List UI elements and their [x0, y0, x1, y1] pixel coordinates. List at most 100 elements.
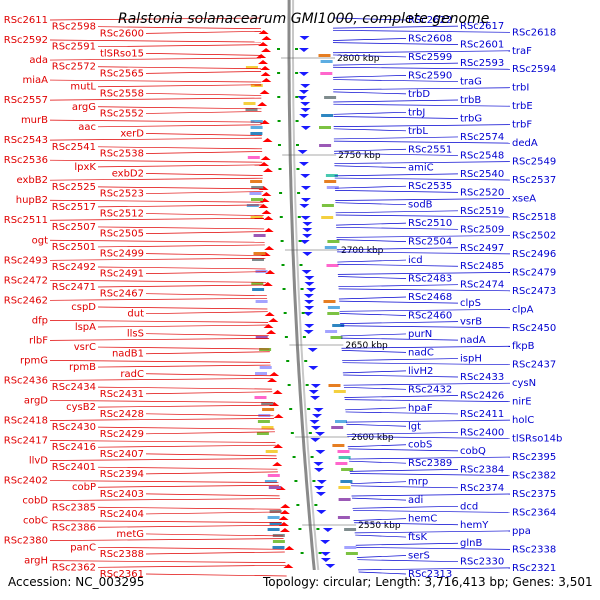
- gene-label-left: RSc2386: [52, 522, 283, 533]
- svg-text:RSc2450: RSc2450: [512, 323, 556, 334]
- right-feature-block: [328, 384, 341, 387]
- svg-text:RSc2473: RSc2473: [512, 286, 556, 297]
- right-feature-block: [327, 306, 340, 309]
- forward-gene-arrow: [263, 228, 274, 232]
- reverse-gene-arrow: [301, 270, 312, 274]
- gene-label-right: RSc2338: [356, 544, 556, 555]
- gene-label-left: lspA: [75, 322, 269, 333]
- leader-line-right: [333, 25, 459, 29]
- leader-line-left: [145, 311, 268, 315]
- right-feature-block: [332, 444, 345, 447]
- reverse-gene-arrow: [320, 552, 331, 556]
- svg-text:ada: ada: [29, 55, 48, 66]
- gene-label-right: nadA: [341, 335, 486, 346]
- leader-line-left: [97, 426, 275, 430]
- leader-line-right: [350, 481, 407, 485]
- left-green-tick: [279, 192, 283, 194]
- leader-line-right: [333, 128, 407, 132]
- svg-text:ispH: ispH: [460, 354, 482, 365]
- reverse-gene-arrow: [297, 150, 308, 154]
- leader-line-left: [145, 431, 275, 435]
- right-feature-block: [332, 324, 345, 327]
- svg-text:argG: argG: [72, 102, 96, 113]
- gene-label-left: RSc2380: [4, 536, 284, 547]
- svg-text:aac: aac: [78, 122, 96, 133]
- svg-text:RSc2611: RSc2611: [4, 15, 48, 26]
- svg-text:RSc2313: RSc2313: [408, 569, 452, 580]
- leader-line-right: [344, 395, 459, 398]
- gene-label-right: RSc2496: [337, 249, 556, 260]
- leader-line-right: [333, 62, 459, 66]
- left-feature-block: [253, 252, 266, 255]
- leader-line-left: [97, 444, 276, 448]
- gene-label-left: hupB2: [16, 195, 264, 206]
- gene-label-left: ada: [29, 55, 262, 66]
- right-green-tick: [300, 288, 304, 290]
- leader-line-left: [49, 320, 269, 323]
- left-feature-block: [268, 486, 281, 489]
- svg-text:RSc2388: RSc2388: [100, 549, 144, 560]
- gene-label-left: RSc2462: [4, 295, 268, 306]
- gene-label-right: RSc2382: [350, 471, 556, 482]
- leader-line-right: [339, 313, 407, 316]
- gene-label-right: icd: [337, 255, 423, 266]
- leader-line-left: [97, 484, 280, 488]
- reverse-gene-arrow: [300, 216, 311, 220]
- reverse-gene-arrow: [312, 414, 323, 418]
- gene-label-right: cysN: [343, 378, 536, 389]
- svg-text:RSc2471: RSc2471: [52, 282, 96, 293]
- leader-line-left: [145, 253, 266, 256]
- gene-label-left: llvD: [29, 456, 277, 467]
- svg-text:RSc2394: RSc2394: [100, 469, 144, 480]
- reverse-gene-arrow: [309, 420, 320, 424]
- gene-label-left: radC: [120, 369, 272, 380]
- leader-line-left: [97, 466, 278, 470]
- right-green-tick: [295, 96, 299, 98]
- leader-line-right: [333, 116, 459, 119]
- right-feature-block: [325, 330, 338, 333]
- left-feature-block: [250, 126, 263, 129]
- leader-line-left: [97, 506, 281, 510]
- leader-line-left: [49, 418, 275, 421]
- gene-label-right: tlSRso14b: [347, 434, 562, 445]
- gene-label-left: cobP: [72, 482, 280, 493]
- leader-line-left: [97, 146, 263, 150]
- gene-label-right: amiC: [334, 163, 434, 174]
- gene-label-left: murB: [21, 115, 262, 126]
- leader-line-right: [341, 350, 407, 353]
- right-green-tick: [296, 168, 300, 170]
- left-green-tick: [290, 432, 294, 434]
- leader-line-right: [340, 325, 511, 329]
- right-feature-block: [325, 174, 338, 177]
- reverse-gene-arrow: [298, 90, 309, 94]
- forward-gene-arrow: [259, 90, 270, 94]
- svg-text:RSc2386: RSc2386: [52, 522, 96, 533]
- svg-text:xerD: xerD: [120, 128, 144, 139]
- reverse-gene-arrow: [308, 390, 319, 394]
- svg-text:trbL: trbL: [408, 126, 428, 137]
- leader-line-left: [49, 199, 264, 203]
- svg-text:RSc2404: RSc2404: [100, 509, 144, 520]
- leader-line-right: [334, 153, 459, 156]
- svg-text:RSc2594: RSc2594: [512, 64, 556, 75]
- forward-gene-arrow: [279, 528, 290, 532]
- reverse-gene-arrow: [306, 288, 317, 292]
- svg-text:tlSRso14b: tlSRso14b: [512, 434, 562, 445]
- forward-gene-arrow: [273, 444, 284, 448]
- gene-label-left: RSc2611: [4, 15, 262, 26]
- forward-gene-arrow: [263, 216, 274, 220]
- right-feature-block: [321, 204, 334, 207]
- leader-line-left: [49, 378, 272, 381]
- leader-line-right: [333, 79, 459, 82]
- gene-label-right: RSc2574: [333, 132, 504, 143]
- svg-text:vsrB: vsrB: [460, 317, 482, 328]
- left-feature-block: [250, 84, 263, 87]
- svg-text:lpxK: lpxK: [74, 162, 96, 173]
- svg-text:RSc2338: RSc2338: [512, 544, 556, 555]
- gene-label-right: RSc2601: [332, 40, 504, 51]
- leader-line-right: [341, 345, 511, 349]
- svg-text:RSc2536: RSc2536: [4, 155, 48, 166]
- svg-text:RSc2431: RSc2431: [100, 389, 144, 400]
- reverse-gene-arrow: [304, 306, 315, 310]
- leader-line-right: [333, 124, 511, 127]
